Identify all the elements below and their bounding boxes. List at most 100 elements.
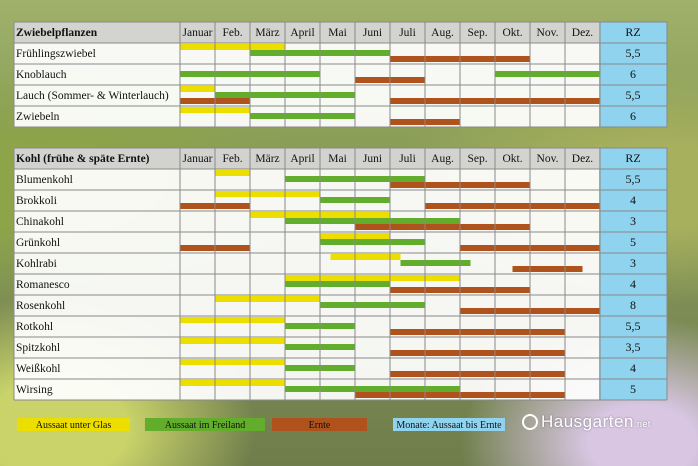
rz-header: RZ [625, 25, 640, 39]
month-label: Nov. [537, 27, 559, 39]
month-label: April [290, 153, 314, 165]
legend-swatch-rz [393, 418, 505, 431]
month-label: Mai [328, 153, 347, 165]
month-label: Nov. [537, 153, 559, 165]
plant-name: Rotkohl [16, 321, 53, 333]
bar-freiland [285, 218, 460, 224]
legend-swatch-ernte [272, 418, 367, 431]
bar-ernte [425, 203, 600, 209]
rz-value: 5,5 [626, 88, 641, 102]
logo-text: Hausgarten [541, 412, 634, 431]
plant-name: Chinakohl [16, 216, 64, 228]
section-header-bg [14, 22, 599, 43]
month-label: Juli [399, 153, 416, 165]
month-label: Januar [182, 27, 212, 39]
bar-glas [180, 44, 285, 50]
month-label: Aug. [431, 27, 454, 39]
month-label: Feb. [222, 153, 242, 165]
bar-glas [330, 254, 401, 260]
row-bg [14, 295, 599, 316]
month-label: Okt. [502, 27, 522, 39]
bar-glas [180, 380, 285, 386]
bar-glas [285, 275, 460, 281]
plant-name: Knoblauch [16, 69, 67, 81]
month-label: Feb. [222, 27, 242, 39]
month-label: Sep. [467, 153, 487, 165]
legend-label: Aussaat unter Glas [36, 420, 112, 431]
rz-value: 5,5 [626, 46, 641, 60]
rz-value: 4 [630, 361, 636, 375]
bar-freiland [250, 113, 355, 119]
plant-name: Kohlrabi [16, 258, 57, 270]
bar-glas [180, 338, 285, 344]
bar-ernte [512, 266, 583, 272]
rz-value: 4 [630, 193, 636, 207]
month-label: Januar [182, 153, 212, 165]
month-label: Aug. [431, 153, 454, 165]
plant-name: Brokkoli [16, 195, 57, 207]
rz-value: 5 [630, 235, 636, 249]
month-label: Mai [328, 27, 347, 39]
bar-ernte [355, 224, 530, 230]
plant-name: Zwiebeln [16, 111, 60, 123]
rz-value: 5,5 [626, 172, 641, 186]
rz-value: 8 [630, 298, 636, 312]
month-label: Dez. [572, 27, 594, 39]
logo-icon [522, 414, 538, 430]
legend-label: Ernte [309, 420, 331, 431]
plant-name: Wirsing [16, 384, 53, 396]
month-label: Sep. [467, 27, 487, 39]
plant-name: Romanesco [16, 279, 70, 291]
hausgarten-logo: Hausgarten.net [522, 412, 651, 432]
row-bg [14, 232, 599, 253]
bar-glas [215, 191, 320, 197]
month-label: April [290, 27, 314, 39]
rz-column-bg [599, 22, 667, 127]
bar-glas [180, 86, 215, 92]
section-header-bg [14, 148, 599, 169]
month-label: Dez. [572, 153, 594, 165]
legend-label: Aussaat im Freiland [165, 420, 246, 431]
bar-glas [180, 317, 285, 323]
rz-value: 4 [630, 277, 636, 291]
legend-swatch-freiland [145, 418, 265, 431]
legend-swatch-glas [17, 418, 130, 431]
bar-glas [180, 359, 285, 365]
plant-name: Lauch (Sommer- & Winterlauch) [16, 90, 169, 102]
legend-label: Monate: Aussaat bis Ernte [396, 420, 502, 431]
bar-freiland [400, 260, 471, 266]
plant-name: Blumenkohl [16, 174, 73, 186]
month-label: Juli [399, 27, 416, 39]
rz-value: 6 [630, 67, 636, 81]
bar-ernte [390, 329, 565, 335]
rz-value: 3 [630, 214, 636, 228]
plant-name: Spitzkohl [16, 342, 60, 354]
rz-value: 5 [630, 382, 636, 396]
bar-freiland [285, 281, 390, 287]
rz-value: 3,5 [626, 340, 641, 354]
rz-value: 5,5 [626, 319, 641, 333]
section-title: Kohl (frühe & späte Ernte) [16, 153, 150, 165]
month-label: Okt. [502, 153, 522, 165]
section-title: Zwiebelpflanzen [16, 27, 98, 39]
month-label: März [255, 27, 279, 39]
month-label: Juni [363, 153, 382, 165]
bar-freiland [320, 239, 425, 245]
plant-name: Rosenkohl [16, 300, 65, 312]
rz-value: 3 [630, 256, 636, 270]
bar-ernte [390, 350, 565, 356]
bar-glas [215, 170, 250, 176]
rz-value: 6 [630, 109, 636, 123]
month-label: Juni [363, 27, 382, 39]
plant-name: Grünkohl [16, 237, 60, 249]
plant-name: Frühlingszwiebel [16, 48, 96, 60]
logo-domain: .net [633, 419, 651, 429]
plant-name: Weißkohl [16, 363, 60, 375]
bar-freiland [285, 386, 460, 392]
bar-freiland [495, 71, 600, 77]
bar-freiland [320, 302, 425, 308]
month-label: März [255, 153, 279, 165]
row-bg [14, 253, 599, 274]
